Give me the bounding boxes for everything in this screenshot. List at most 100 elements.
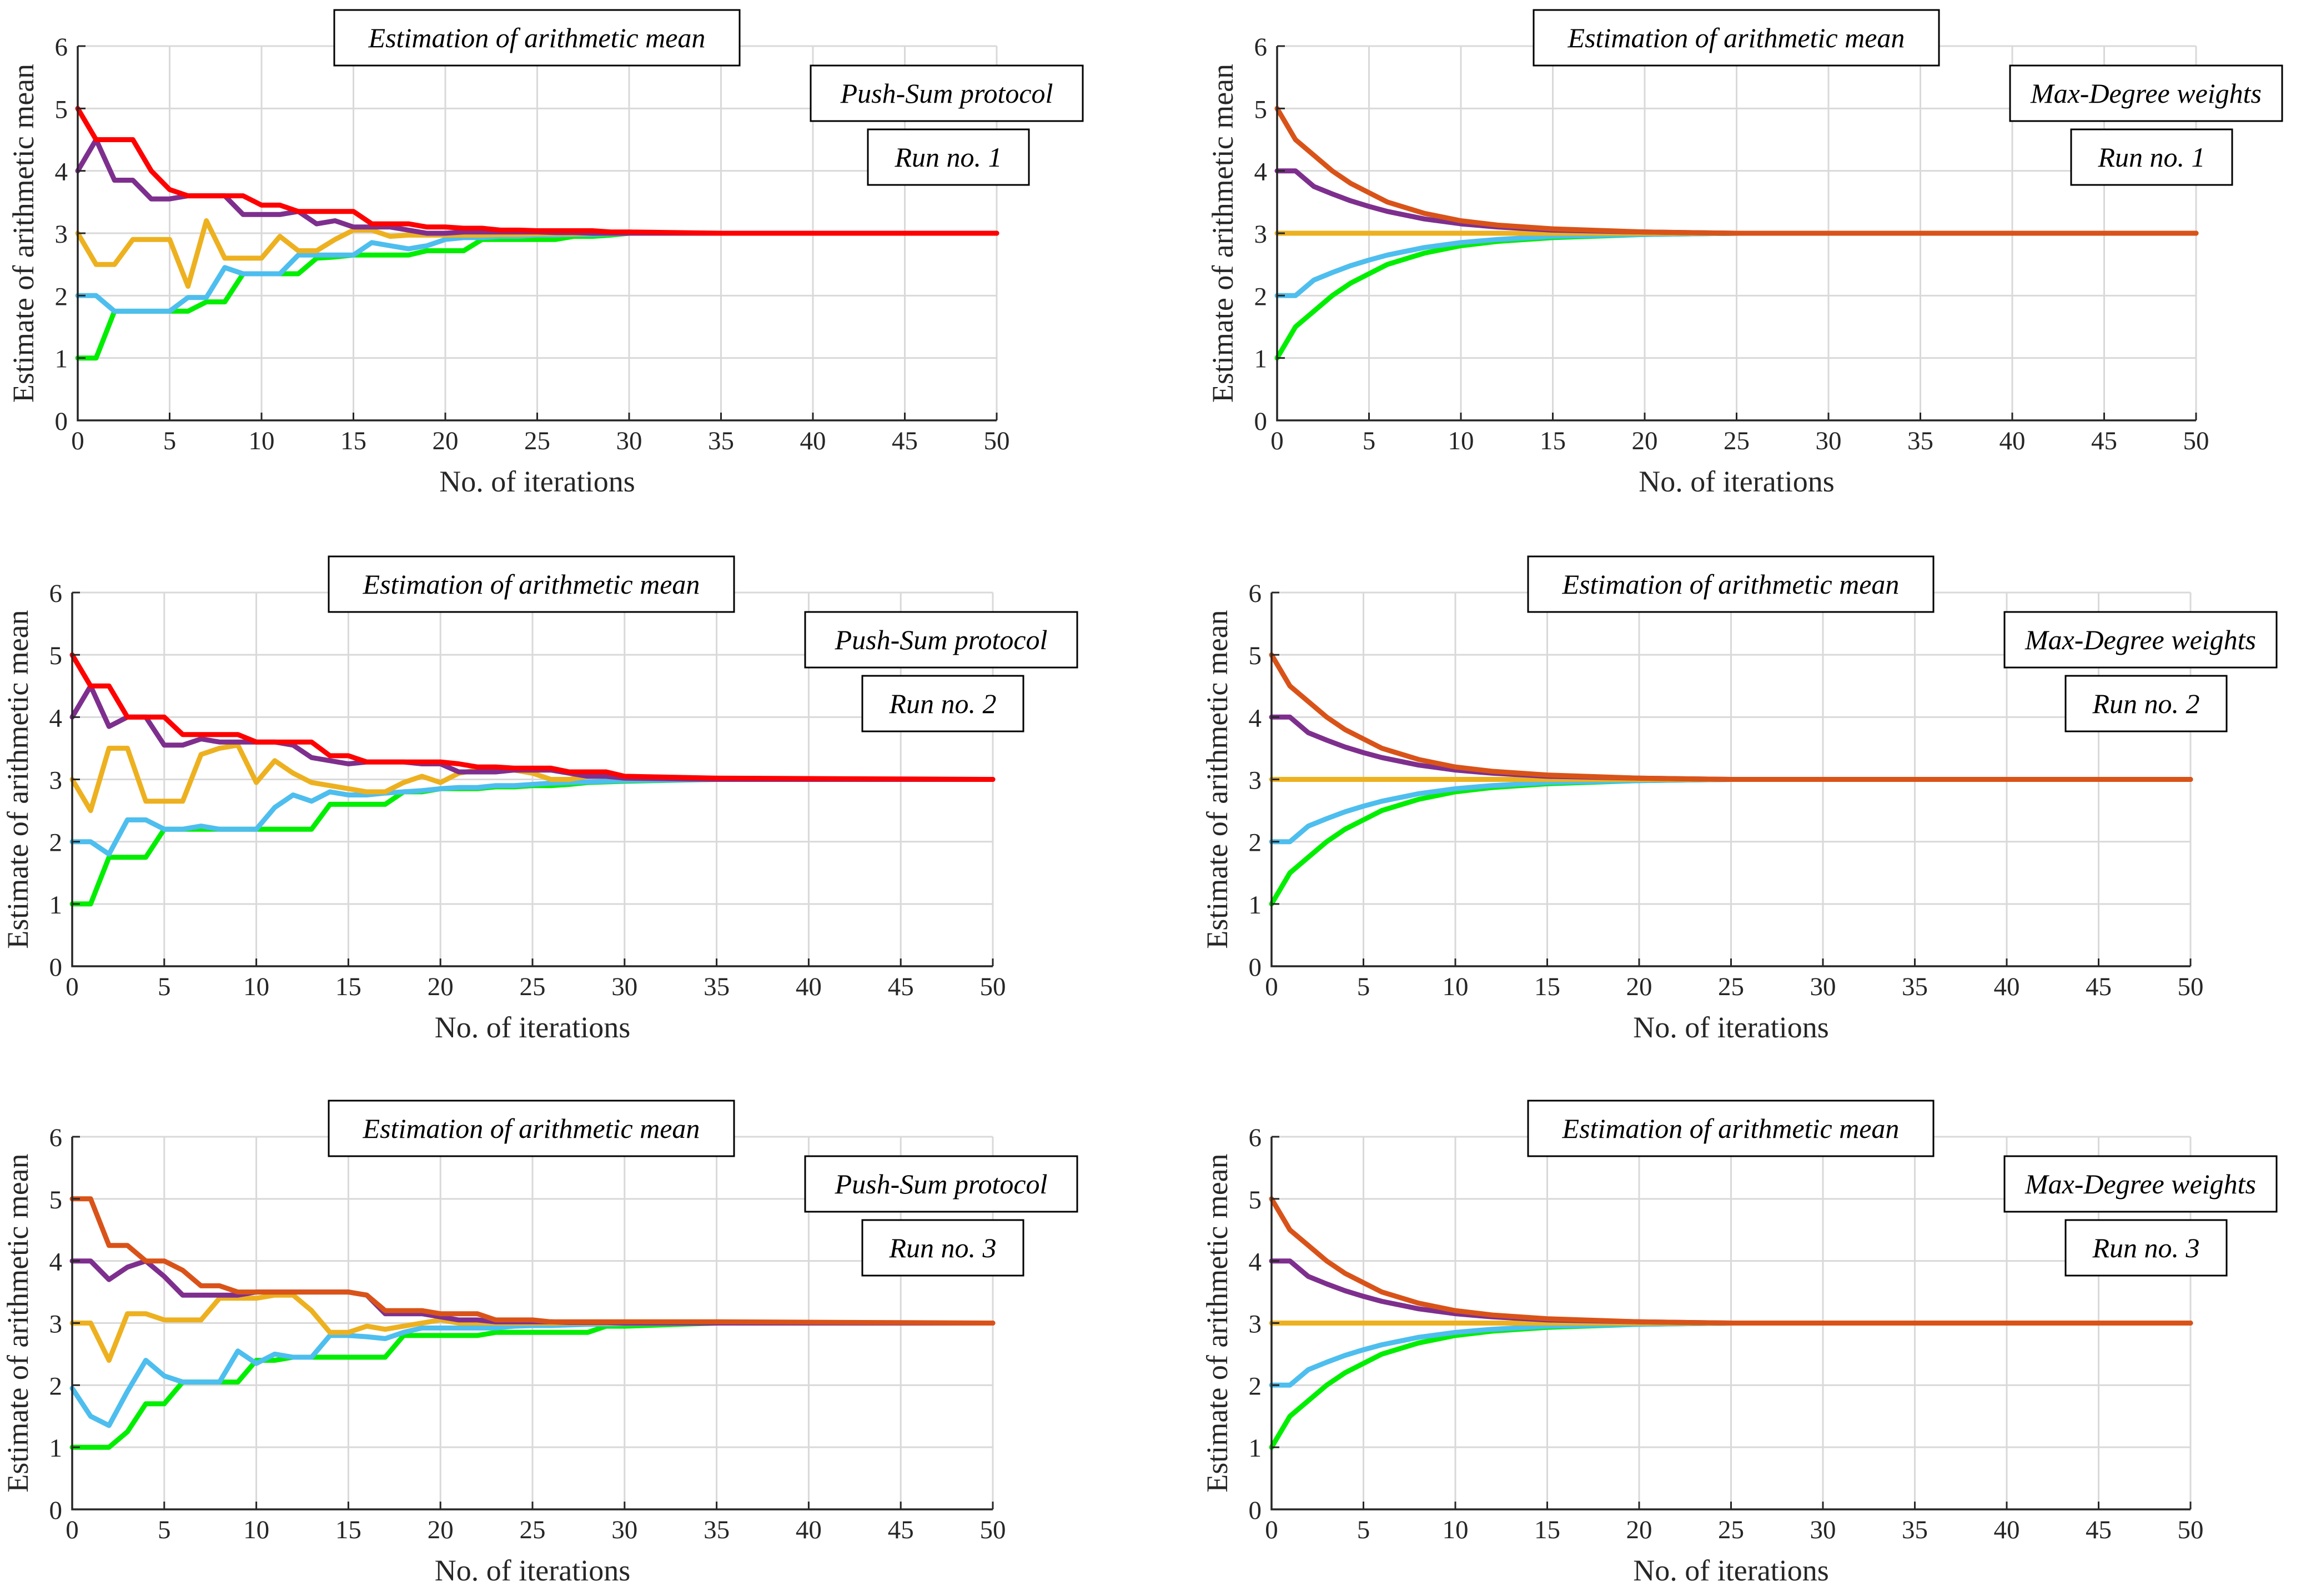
x-tick-label: 0: [1265, 972, 1278, 1001]
x-tick-label: 10: [1448, 426, 1474, 455]
y-tick-label: 0: [55, 407, 68, 436]
chart-title: Estimation of arithmetic mean: [1562, 1113, 1900, 1144]
x-tick-label: 40: [1994, 1515, 2020, 1544]
x-tick-label: 45: [888, 1515, 914, 1544]
y-tick-label: 4: [1254, 158, 1268, 187]
x-tick-label: 10: [249, 426, 275, 455]
x-tick-label: 35: [704, 972, 730, 1001]
x-tick-label: 15: [1534, 1515, 1560, 1544]
x-tick-label: 10: [243, 1515, 269, 1544]
method-label: Max-Degree weights: [2030, 78, 2262, 109]
x-tick-label: 35: [704, 1515, 730, 1544]
run-label: Run no. 3: [888, 1232, 996, 1263]
y-tick-label: 6: [55, 33, 68, 62]
x-tick-label: 15: [340, 426, 366, 455]
run-label-box: [861, 675, 1024, 732]
x-tick-label: 50: [980, 972, 1006, 1001]
series-line-node-5: [69, 652, 996, 782]
chart-title: Estimation of arithmetic mean: [363, 569, 700, 600]
x-tick-label: 25: [524, 426, 550, 455]
series-line-node-5: [1274, 106, 2199, 236]
x-tick-label: 25: [1718, 1515, 1744, 1544]
x-tick-label: 10: [243, 972, 269, 1001]
method-label-box: [810, 64, 1084, 122]
series-line-node-1: [69, 1321, 996, 1450]
x-tick-label: 30: [611, 972, 637, 1001]
x-axis-label: No. of iterations: [435, 1011, 630, 1044]
run-label: Run no. 1: [894, 142, 1002, 173]
run-label: Run no. 1: [2097, 142, 2205, 173]
y-tick-label: 2: [1249, 1372, 1262, 1401]
x-tick-label: 40: [800, 426, 826, 455]
y-tick-label: 0: [1249, 953, 1262, 982]
run-label-box: [861, 1219, 1024, 1277]
method-label: Push-Sum protocol: [840, 78, 1053, 109]
y-tick-label: 5: [1254, 95, 1268, 124]
chart-title-box: [1527, 1100, 1935, 1157]
series-line-node-5: [1269, 1196, 2193, 1326]
y-tick-label: 1: [1254, 345, 1268, 374]
x-tick-label: 30: [1810, 972, 1836, 1001]
y-tick-label: 3: [49, 766, 63, 795]
y-tick-label: 4: [49, 704, 63, 732]
run-label-box: [2064, 1219, 2228, 1277]
x-tick-label: 40: [796, 1515, 822, 1544]
y-tick-label: 3: [55, 220, 68, 249]
y-tick-label: 4: [55, 158, 68, 187]
series-line-node-5: [1269, 652, 2193, 782]
y-tick-label: 3: [1249, 1310, 1262, 1339]
x-tick-label: 50: [2178, 972, 2204, 1001]
x-tick-label: 30: [1810, 1515, 1836, 1544]
x-tick-label: 35: [1902, 972, 1928, 1001]
x-tick-label: 15: [1540, 426, 1566, 455]
x-tick-label: 0: [1265, 1515, 1278, 1544]
x-tick-label: 5: [158, 972, 171, 1001]
x-tick-label: 20: [428, 972, 454, 1001]
y-tick-label: 6: [1249, 1123, 1262, 1152]
y-tick-label: 4: [49, 1248, 63, 1277]
x-tick-label: 50: [984, 426, 1010, 455]
method-label-box: [2009, 64, 2283, 122]
x-tick-label: 25: [1718, 972, 1744, 1001]
x-tick-label: 5: [158, 1515, 171, 1544]
x-tick-label: 5: [1357, 972, 1370, 1001]
chart-title: Estimation of arithmetic mean: [368, 22, 706, 53]
x-tick-label: 15: [335, 1515, 361, 1544]
chart-title-box: [328, 555, 735, 613]
series-line-node-5: [75, 106, 999, 236]
y-tick-label: 5: [1249, 641, 1262, 670]
y-tick-label: 2: [49, 829, 63, 857]
y-tick-label: 1: [49, 1434, 63, 1463]
run-label-box: [2070, 128, 2233, 186]
y-tick-label: 3: [1254, 220, 1268, 249]
y-tick-label: 3: [49, 1310, 63, 1339]
method-label: Push-Sum protocol: [835, 1168, 1048, 1199]
x-tick-label: 15: [335, 972, 361, 1001]
x-axis-label: No. of iterations: [439, 465, 635, 498]
chart-title-box: [328, 1100, 735, 1157]
chart-title-box: [1527, 555, 1935, 613]
y-tick-label: 5: [1249, 1186, 1262, 1214]
x-tick-label: 20: [1626, 1515, 1652, 1544]
y-axis-label: Estimate of arithmetic mean: [1206, 64, 1239, 403]
x-tick-label: 0: [71, 426, 84, 455]
x-tick-label: 20: [433, 426, 459, 455]
x-tick-label: 45: [2086, 1515, 2112, 1544]
y-tick-label: 3: [1249, 766, 1262, 795]
y-tick-label: 0: [49, 1496, 63, 1525]
x-tick-label: 5: [1357, 1515, 1370, 1544]
chart-title: Estimation of arithmetic mean: [1568, 22, 1905, 53]
x-tick-label: 5: [1363, 426, 1376, 455]
y-tick-label: 5: [55, 95, 68, 124]
x-tick-label: 25: [520, 972, 546, 1001]
method-label-box: [2003, 611, 2278, 669]
x-tick-label: 50: [980, 1515, 1006, 1544]
x-axis-label: No. of iterations: [1633, 1554, 1828, 1587]
y-axis-label: Estimate of arithmetic mean: [1200, 610, 1234, 948]
x-tick-label: 35: [1907, 426, 1933, 455]
x-tick-label: 25: [1724, 426, 1750, 455]
